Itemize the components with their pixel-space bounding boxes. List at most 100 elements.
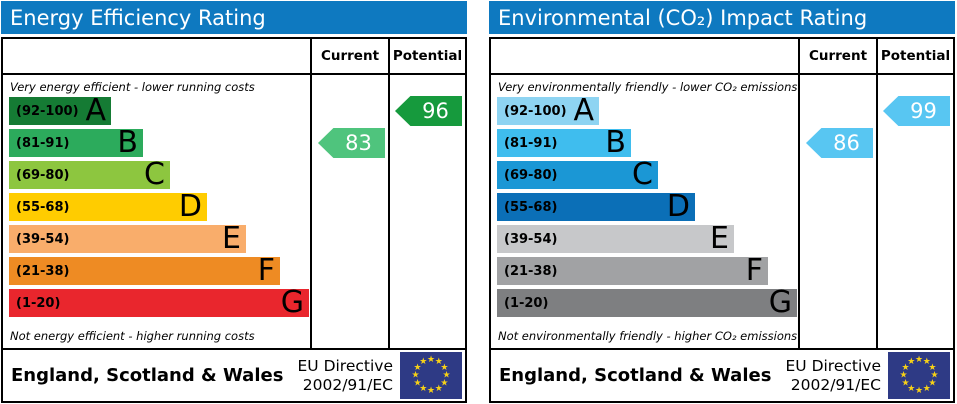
environmental-impact-panel: Environmental (CO₂) Impact Rating Curren… — [489, 1, 955, 403]
svg-text:★: ★ — [915, 355, 923, 365]
svg-text:★: ★ — [435, 384, 443, 394]
environmental-note-top: Very environmentally friendly - lower CO… — [498, 80, 798, 94]
environmental-footer-region: England, Scotland & Wales — [499, 365, 772, 386]
energy-band-d: (55-68) D — [9, 189, 310, 224]
energy-band-f-bar: (21-38) F — [9, 253, 280, 288]
environmental-band-f-bar: (21-38) F — [497, 253, 768, 288]
energy-current-rating-arrow: 83 — [318, 128, 385, 158]
energy-potential-rating-arrow: 96 — [395, 96, 462, 126]
environmental-band-b: (81-91) B — [497, 125, 798, 160]
svg-text:★: ★ — [923, 384, 931, 394]
svg-text:★: ★ — [923, 357, 931, 367]
svg-text:★: ★ — [928, 363, 936, 373]
eu-flag-icon: ★ ★ ★ ★ ★ ★ ★ ★ ★ ★ ★ ★ — [888, 352, 950, 399]
environmental-band-c-range: (69-80) — [504, 167, 558, 183]
environmental-current-column-header: Current — [798, 39, 876, 73]
svg-text:★: ★ — [928, 378, 936, 388]
environmental-potential-column: 99 — [876, 75, 953, 348]
svg-text:★: ★ — [419, 384, 427, 394]
energy-current-rating-value: 83 — [345, 131, 372, 155]
environmental-band-f: (21-38) F — [497, 253, 798, 288]
energy-band-g-range: (1-20) — [16, 295, 61, 311]
environmental-band-a-letter: A — [573, 93, 594, 128]
environmental-band-e-range: (39-54) — [504, 231, 558, 247]
energy-band-chart: Very energy efficient - lower running co… — [3, 75, 310, 348]
environmental-current-rating-value: 86 — [833, 131, 860, 155]
energy-band-b-range: (81-91) — [16, 135, 70, 151]
environmental-band-e-letter: E — [710, 221, 729, 256]
energy-band-g-bar: (1-20) G — [9, 288, 309, 318]
energy-potential-column: 96 — [388, 75, 465, 348]
svg-text:★: ★ — [414, 363, 422, 373]
environmental-band-g-bar: (1-20) G — [497, 288, 797, 318]
energy-band-g: (1-20) G — [9, 288, 310, 318]
environmental-rating-table: Current Potential Very environmentally f… — [489, 37, 955, 403]
energy-band-f-range: (21-38) — [16, 263, 70, 279]
energy-band-f-letter: F — [257, 253, 275, 288]
environmental-band-b-letter: B — [605, 125, 626, 160]
energy-band-d-letter: D — [178, 189, 202, 224]
energy-current-column: 83 — [310, 75, 388, 348]
environmental-band-d-range: (55-68) — [504, 199, 558, 215]
environmental-footer: England, Scotland & Wales EU Directive 2… — [491, 348, 953, 401]
energy-band-c-bar: (69-80) C — [9, 160, 170, 190]
environmental-band-a-range: (92-100) — [504, 103, 567, 119]
environmental-band-b-bar: (81-91) B — [497, 125, 631, 160]
environmental-band-f-letter: F — [745, 253, 763, 288]
energy-band-b-bar: (81-91) B — [9, 125, 143, 160]
environmental-band-e-bar: (39-54) E — [497, 221, 734, 256]
svg-text:★: ★ — [427, 386, 435, 396]
svg-text:★: ★ — [915, 386, 923, 396]
energy-band-e-bar: (39-54) E — [9, 224, 246, 254]
environmental-band-c-bar: (69-80) C — [497, 157, 658, 192]
environmental-band-d-letter: D — [666, 189, 690, 224]
environmental-band-c-letter: C — [632, 157, 653, 192]
environmental-band-c: (69-80) C — [497, 157, 798, 192]
environmental-current-rating-arrow: 86 — [806, 128, 873, 158]
energy-footer-region: England, Scotland & Wales — [11, 365, 284, 386]
environmental-potential-rating-value: 99 — [910, 99, 937, 123]
energy-note-bottom: Not energy efficient - higher running co… — [10, 329, 255, 343]
svg-text:★: ★ — [930, 371, 938, 381]
svg-text:★: ★ — [419, 357, 427, 367]
eu-flag-icon: ★ ★ ★ ★ ★ ★ ★ ★ ★ ★ ★ ★ — [400, 352, 462, 399]
energy-table-header: Current Potential — [3, 39, 465, 75]
energy-band-c-range: (69-80) — [16, 167, 70, 183]
environmental-header-spacer — [491, 39, 798, 73]
energy-header-spacer — [3, 39, 310, 73]
energy-band-b-letter: B — [117, 125, 138, 160]
environmental-table-body: Very environmentally friendly - lower CO… — [491, 75, 953, 348]
energy-band-d-range: (55-68) — [16, 199, 70, 215]
energy-band-a-bar: (92-100) A — [9, 93, 111, 128]
environmental-panel-title: Environmental (CO₂) Impact Rating — [489, 1, 955, 34]
environmental-eu-directive-label: EU Directive 2002/91/EC — [785, 357, 882, 394]
environmental-current-column: 86 — [798, 75, 876, 348]
energy-panel-title: Energy Efficiency Rating — [1, 1, 467, 34]
svg-text:★: ★ — [414, 378, 422, 388]
environmental-note-bottom: Not environmentally friendly - higher CO… — [498, 329, 798, 343]
svg-text:★: ★ — [902, 378, 910, 388]
environmental-band-f-range: (21-38) — [504, 263, 558, 279]
environmental-band-a: (92-100) A — [497, 93, 798, 128]
environmental-band-g-range: (1-20) — [504, 295, 549, 311]
energy-band-b: (81-91) B — [9, 125, 310, 160]
energy-footer: England, Scotland & Wales EU Directive 2… — [3, 348, 465, 401]
energy-band-c: (69-80) C — [9, 160, 310, 190]
energy-band-a-letter: A — [85, 93, 106, 128]
energy-band-a-range: (92-100) — [16, 103, 79, 119]
environmental-band-d-bar: (55-68) D — [497, 189, 695, 224]
svg-text:★: ★ — [435, 357, 443, 367]
svg-text:★: ★ — [427, 355, 435, 365]
svg-text:★: ★ — [899, 371, 907, 381]
energy-current-column-header: Current — [310, 39, 388, 73]
environmental-band-chart: Very environmentally friendly - lower CO… — [491, 75, 798, 348]
svg-text:★: ★ — [907, 357, 915, 367]
energy-rating-table: Current Potential Very energy efficient … — [1, 37, 467, 403]
svg-text:★: ★ — [902, 363, 910, 373]
energy-potential-column-header: Potential — [388, 39, 465, 73]
environmental-potential-column-header: Potential — [876, 39, 953, 73]
environmental-band-d: (55-68) D — [497, 189, 798, 224]
energy-potential-rating-value: 96 — [422, 99, 449, 123]
svg-text:★: ★ — [440, 378, 448, 388]
